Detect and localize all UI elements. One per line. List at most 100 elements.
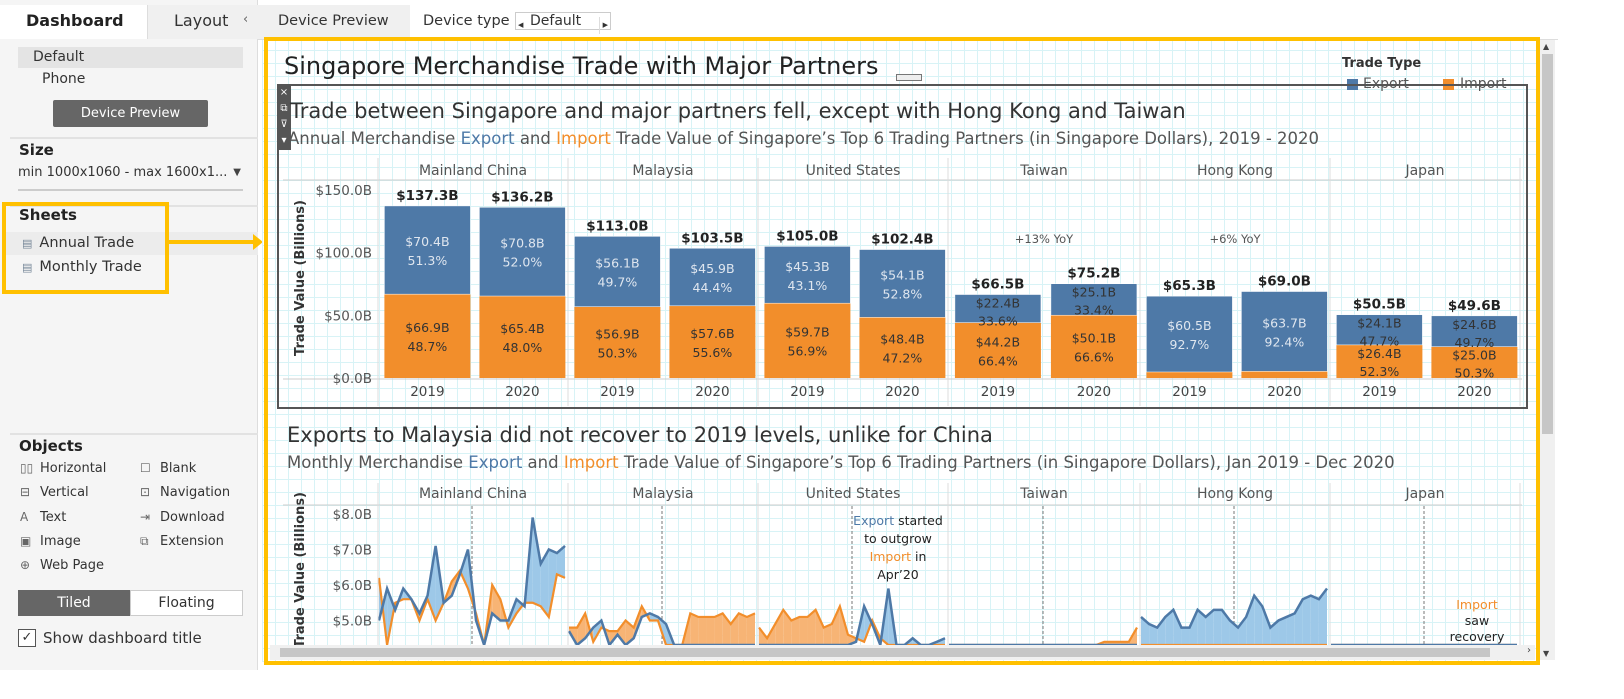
worksheet-icon: ▤ [22, 261, 33, 274]
export-line[interactable] [377, 517, 566, 645]
sheet-row-highlight [6, 232, 258, 255]
gap-area [1310, 595, 1319, 645]
import-value-label: $48.4B [880, 332, 924, 347]
export-bar[interactable] [1336, 314, 1423, 346]
gap-area [1141, 616, 1150, 645]
object-image[interactable]: ▣ Image [20, 534, 81, 549]
import-bar[interactable] [1146, 371, 1233, 378]
export-value-label: $56.1B [595, 256, 639, 271]
import-line[interactable] [949, 627, 1138, 645]
year-label: 2020 [1077, 384, 1111, 400]
filter-icon[interactable]: ⊽ [280, 119, 288, 130]
remove-icon[interactable]: × [279, 87, 289, 98]
import-bar[interactable] [1241, 371, 1328, 378]
import-bar[interactable] [384, 294, 471, 378]
scrollbar-thumb[interactable] [280, 648, 1490, 657]
object-text[interactable]: A Text [20, 510, 66, 525]
bar-total-label: $75.2B [1067, 266, 1120, 282]
sheet-annual-trade[interactable]: ▤ Annual Trade [22, 234, 134, 253]
object-navigation[interactable]: ⊡ Navigation [140, 485, 230, 500]
export-bar[interactable] [574, 236, 661, 307]
gap-area [815, 609, 824, 645]
scroll-up-icon[interactable]: ▲ [1543, 42, 1550, 51]
sheet-monthly-trade[interactable]: ▤ Monthly Trade [22, 258, 142, 277]
objects-header: Objects [19, 437, 83, 455]
export-line[interactable] [567, 612, 755, 645]
import-bar[interactable] [1050, 315, 1137, 378]
device-default[interactable]: Default [18, 47, 243, 68]
export-bar[interactable] [764, 246, 851, 304]
gap-area [1189, 609, 1198, 645]
device-type-spinner[interactable]: ◀ Default ▶ [515, 12, 611, 34]
export-bar[interactable] [384, 205, 471, 295]
panel-header: United States [806, 163, 901, 179]
year-label: 2020 [885, 384, 919, 400]
tiled-toggle[interactable]: Tiled [18, 590, 130, 616]
import-bar[interactable] [574, 306, 661, 378]
tab-dashboard[interactable]: Dashboard [0, 5, 147, 39]
export-bar[interactable] [1050, 283, 1138, 316]
import-pct-label: 47.2% [883, 351, 923, 366]
move-handle-icon[interactable] [896, 74, 922, 81]
device-phone[interactable]: Phone [42, 71, 86, 87]
scroll-down-icon[interactable]: ▼ [1543, 649, 1550, 658]
import-bar[interactable] [954, 322, 1041, 378]
object-horizontal[interactable]: ▯▯ Horizontal [20, 461, 106, 476]
gap-area [1254, 595, 1263, 645]
object-label: Web Page [40, 558, 104, 574]
vertical-scrollbar[interactable]: ▲ ▼ [1540, 40, 1555, 660]
gap-area [1246, 595, 1255, 645]
size-dropdown[interactable]: min 1000x1060 - max 1600x1... ▼ [18, 164, 243, 191]
import-bar[interactable] [764, 303, 851, 378]
import-line[interactable] [569, 603, 756, 645]
device-preview-button[interactable]: Device Preview [53, 100, 208, 127]
export-pct-label: 49.7% [1455, 335, 1495, 350]
object-extension[interactable]: ⧉ Extension [140, 534, 224, 549]
scroll-right-icon[interactable]: › [1527, 645, 1531, 656]
arrow-left-icon[interactable]: ◀ [518, 21, 524, 29]
export-bar[interactable] [1146, 295, 1233, 373]
floating-toggle[interactable]: Floating [130, 590, 243, 616]
export-line[interactable] [759, 588, 946, 645]
object-web-page[interactable]: ⊕ Web Page [20, 558, 104, 573]
import-bar[interactable] [479, 296, 566, 378]
object-blank[interactable]: ☐ Blank [140, 461, 196, 476]
export-bar[interactable] [1431, 315, 1518, 347]
bar-total-label: $137.3B [396, 188, 458, 204]
bar-total-label: $49.6B [1448, 298, 1501, 314]
more-options-icon[interactable]: ▾ [281, 135, 287, 146]
top-toolbar: Device Preview Device type ◀ Default ▶ [258, 5, 1558, 39]
arrow-right-icon[interactable]: ▶ [598, 17, 608, 34]
object-download[interactable]: ⇥ Download [140, 510, 225, 525]
annual-trade-sheet-frame[interactable] [277, 84, 1528, 409]
export-bar[interactable] [669, 248, 756, 307]
device-preview-tab[interactable]: Device Preview [258, 5, 410, 39]
export-bar[interactable] [479, 207, 566, 297]
export-pct-label: 52.8% [883, 286, 923, 301]
import-bar[interactable] [669, 305, 756, 378]
panel-header: Taiwan [1019, 163, 1068, 179]
collapse-panel-icon[interactable]: ‹ [243, 12, 249, 27]
import-bar[interactable] [1431, 346, 1518, 378]
gap-area [746, 613, 755, 645]
import-bar[interactable] [1336, 344, 1423, 378]
export-bar[interactable] [1241, 291, 1328, 372]
object-label: Vertical [40, 485, 89, 501]
y-tick-label: $7.0B [333, 543, 372, 559]
import-line[interactable] [758, 603, 945, 645]
object-vertical[interactable]: ⊟ Vertical [20, 485, 89, 500]
import-value-label: $57.6B [690, 326, 734, 341]
horizontal-scrollbar[interactable]: › [270, 645, 1535, 660]
show-title-checkbox[interactable]: ✓ [18, 629, 36, 647]
export-bar[interactable] [954, 294, 1042, 323]
gap-area [1181, 627, 1190, 645]
go-to-sheet-icon[interactable]: ⧉ [280, 103, 288, 114]
export-bar[interactable] [859, 249, 946, 318]
import-bar[interactable] [859, 317, 946, 378]
import-pct-label: 66.6% [1074, 350, 1114, 365]
tab-layout[interactable]: Layout [147, 5, 258, 39]
scrollbar-thumb[interactable] [1542, 54, 1553, 434]
gap-area [831, 606, 840, 645]
import-pct-label: 50.3% [1455, 366, 1495, 381]
export-line[interactable] [1140, 587, 1328, 630]
